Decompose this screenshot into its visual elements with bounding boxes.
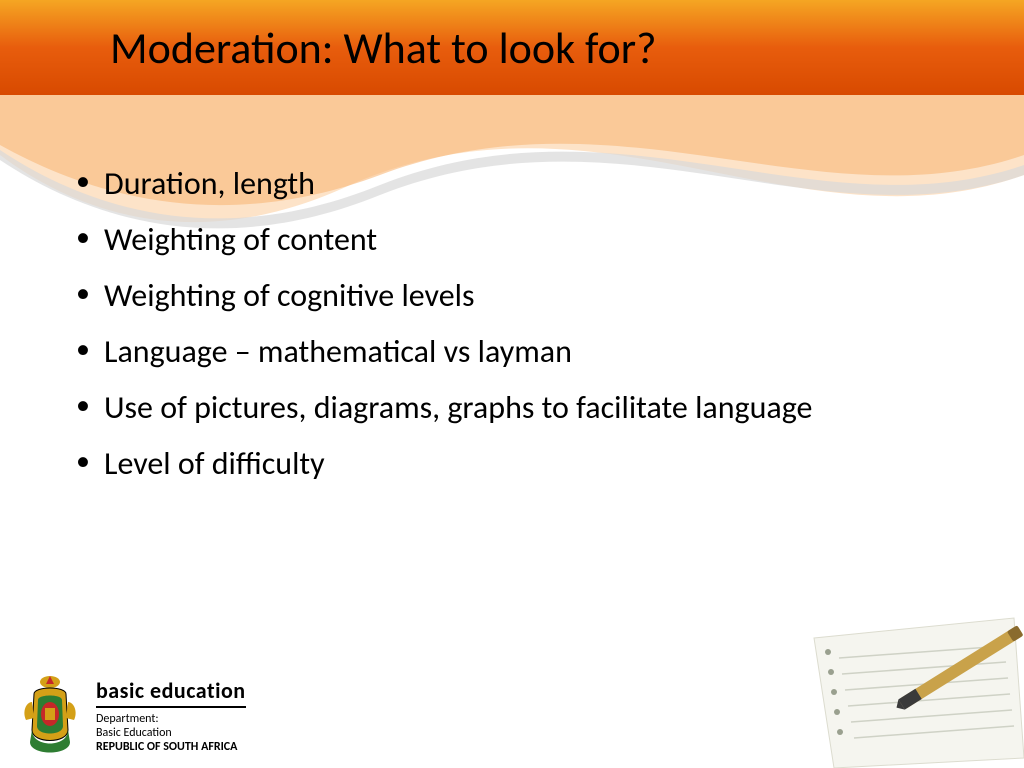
footer-logo-block: basic education Department: Basic Educat… [18,672,246,758]
notebook-pen-icon [784,608,1024,768]
department-text-block: basic education Department: Basic Educat… [96,677,246,754]
title-band: Moderation: What to look for? [0,0,1024,95]
slide-title: Moderation: What to look for? [110,21,656,75]
bullet-item: Weighting of content [70,216,984,264]
brand-name: basic education [96,677,246,708]
bullet-item: Language – mathematical vs layman [70,328,984,376]
bullet-item: Duration, length [70,160,984,208]
dept-line-1: Department: [96,712,246,726]
bullet-item: Level of difficulty [70,440,984,488]
bullet-item: Use of pictures, diagrams, graphs to fac… [70,384,984,432]
dept-line-3: REPUBLIC OF SOUTH AFRICA [96,740,246,754]
content-area: Duration, length Weighting of content We… [70,160,984,496]
dept-line-2: Basic Education [96,726,246,740]
coat-of-arms-icon [18,672,82,758]
bullet-list: Duration, length Weighting of content We… [70,160,984,488]
bullet-item: Weighting of cognitive levels [70,272,984,320]
